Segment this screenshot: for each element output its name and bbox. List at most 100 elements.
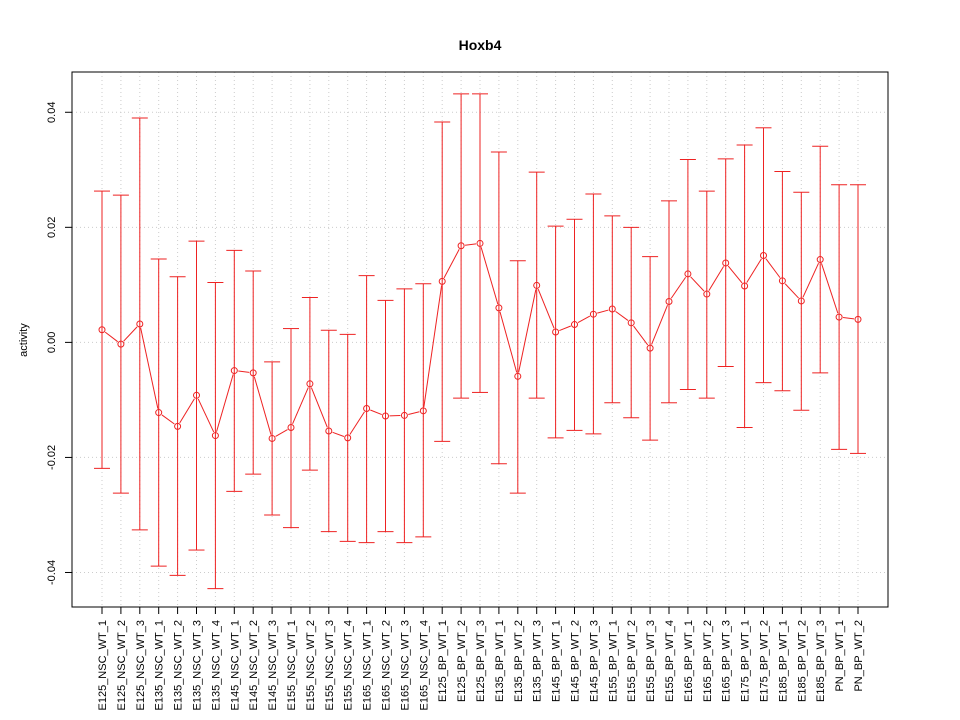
y-tick-label: -0.02 bbox=[46, 445, 58, 470]
data-point bbox=[514, 372, 522, 380]
series-line-segment bbox=[123, 326, 138, 342]
x-tick-label: E155_NSC_WT_2 bbox=[305, 620, 317, 711]
x-tick-label: E175_BP_WT_2 bbox=[759, 620, 771, 702]
data-point bbox=[400, 411, 408, 419]
x-tick-label: E165_BP_WT_1 bbox=[683, 620, 695, 702]
x-tick-label: E175_BP_WT_1 bbox=[740, 620, 752, 702]
x-tick-label: E125_BP_WT_2 bbox=[456, 620, 468, 702]
x-tick-label: E125_BP_WT_3 bbox=[475, 620, 487, 702]
data-point bbox=[835, 313, 843, 321]
data-point bbox=[760, 252, 767, 260]
data-point bbox=[665, 298, 673, 306]
x-tick-label: PN_BP_WT_2 bbox=[853, 620, 865, 692]
series-line-segment bbox=[310, 387, 328, 428]
plot-frame bbox=[71, 71, 889, 608]
series-line-segment bbox=[349, 411, 365, 435]
series-line-segment bbox=[216, 374, 234, 432]
series-line-segment bbox=[370, 409, 382, 416]
x-tick-label: E145_BP_WT_1 bbox=[551, 620, 563, 702]
series-line-segment bbox=[423, 285, 443, 407]
data-point bbox=[98, 326, 106, 334]
x-tick-label: E155_NSC_WT_1 bbox=[286, 620, 298, 711]
series-line-segment bbox=[499, 311, 518, 373]
x-tick-label: E135_NSC_WT_2 bbox=[173, 620, 185, 711]
series-line-segment bbox=[161, 414, 175, 425]
series-line-segment bbox=[238, 370, 250, 373]
data-point bbox=[363, 405, 371, 413]
series-line-segment bbox=[597, 309, 609, 314]
data-point bbox=[816, 256, 824, 264]
x-tick-label: E125_BP_WT_1 bbox=[437, 620, 449, 702]
data-point bbox=[211, 432, 219, 440]
x-tick-label: E145_NSC_WT_3 bbox=[267, 620, 279, 711]
data-point bbox=[684, 270, 692, 278]
x-tick-label: E125_NSC_WT_2 bbox=[116, 620, 128, 711]
y-tick-label: 0.02 bbox=[46, 217, 58, 238]
x-tick-label: E165_BP_WT_2 bbox=[702, 620, 714, 702]
x-tick-label: E155_BP_WT_2 bbox=[626, 620, 638, 702]
series-line-segment bbox=[727, 265, 743, 284]
series-line-segment bbox=[465, 243, 477, 246]
y-tick-label: 0.04 bbox=[46, 102, 58, 123]
series-line-segment bbox=[746, 258, 762, 283]
series-line-segment bbox=[197, 398, 215, 433]
x-tick-label: E145_BP_WT_3 bbox=[588, 620, 600, 702]
chart-title: Hoxb4 bbox=[459, 37, 502, 53]
series-line-segment bbox=[480, 247, 499, 305]
y-axis-label: activity bbox=[18, 323, 30, 357]
data-point bbox=[741, 282, 749, 290]
series-line-segment bbox=[708, 266, 725, 291]
data-point bbox=[627, 319, 635, 327]
y-tick-label: 0.00 bbox=[46, 332, 58, 353]
x-tick-label: E145_NSC_WT_2 bbox=[248, 620, 260, 711]
series-line-segment bbox=[179, 398, 195, 424]
data-point bbox=[778, 277, 786, 285]
data-point bbox=[457, 242, 465, 250]
data-point bbox=[438, 277, 446, 285]
x-tick-label: E155_BP_WT_4 bbox=[664, 620, 676, 702]
x-tick-label: E135_NSC_WT_1 bbox=[154, 620, 166, 711]
series-line-segment bbox=[690, 276, 705, 292]
series-line-segment bbox=[615, 310, 629, 321]
data-point bbox=[287, 424, 295, 432]
x-tick-label: E145_NSC_WT_1 bbox=[229, 620, 241, 711]
series-line-segment bbox=[443, 249, 460, 279]
series-line-segment bbox=[537, 288, 555, 329]
x-tick-label: E135_BP_WT_2 bbox=[513, 620, 525, 702]
x-tick-label: E125_NSC_WT_3 bbox=[135, 620, 147, 711]
series-line-segment bbox=[408, 411, 420, 415]
data-point bbox=[703, 290, 711, 298]
x-tick-label: E135_BP_WT_1 bbox=[494, 620, 506, 702]
x-tick-label: E135_BP_WT_3 bbox=[532, 620, 544, 702]
series-line-segment bbox=[670, 276, 687, 299]
series-line-segment bbox=[577, 315, 591, 324]
y-tick-label: -0.04 bbox=[46, 560, 58, 585]
series-line-segment bbox=[332, 431, 345, 437]
series-group bbox=[94, 93, 866, 590]
data-point bbox=[854, 315, 862, 323]
series-line-segment bbox=[275, 429, 288, 437]
data-point bbox=[646, 344, 654, 352]
x-tick-label: E125_NSC_WT_1 bbox=[97, 620, 109, 711]
data-point bbox=[117, 340, 125, 348]
series-line-segment bbox=[843, 317, 855, 320]
series-line-segment bbox=[633, 325, 649, 346]
x-tick-label: E165_NSC_WT_3 bbox=[399, 620, 411, 711]
data-point bbox=[797, 297, 805, 305]
data-point bbox=[419, 407, 427, 415]
data-point bbox=[136, 320, 144, 328]
x-tick-label: E165_NSC_WT_4 bbox=[418, 620, 430, 711]
series-line-segment bbox=[292, 387, 309, 425]
x-tick-label: E155_BP_WT_3 bbox=[645, 620, 657, 702]
series-line-segment bbox=[559, 325, 571, 332]
series-line-segment bbox=[784, 283, 799, 299]
series-line-segment bbox=[104, 331, 119, 343]
series-line-segment bbox=[765, 258, 781, 278]
x-tick-label: E155_NSC_WT_4 bbox=[343, 620, 355, 711]
data-point bbox=[268, 434, 276, 442]
data-point bbox=[495, 304, 503, 312]
data-point bbox=[382, 412, 389, 420]
x-tick-label: E165_NSC_WT_2 bbox=[381, 620, 393, 711]
x-tick-label: E165_BP_WT_3 bbox=[721, 620, 733, 702]
